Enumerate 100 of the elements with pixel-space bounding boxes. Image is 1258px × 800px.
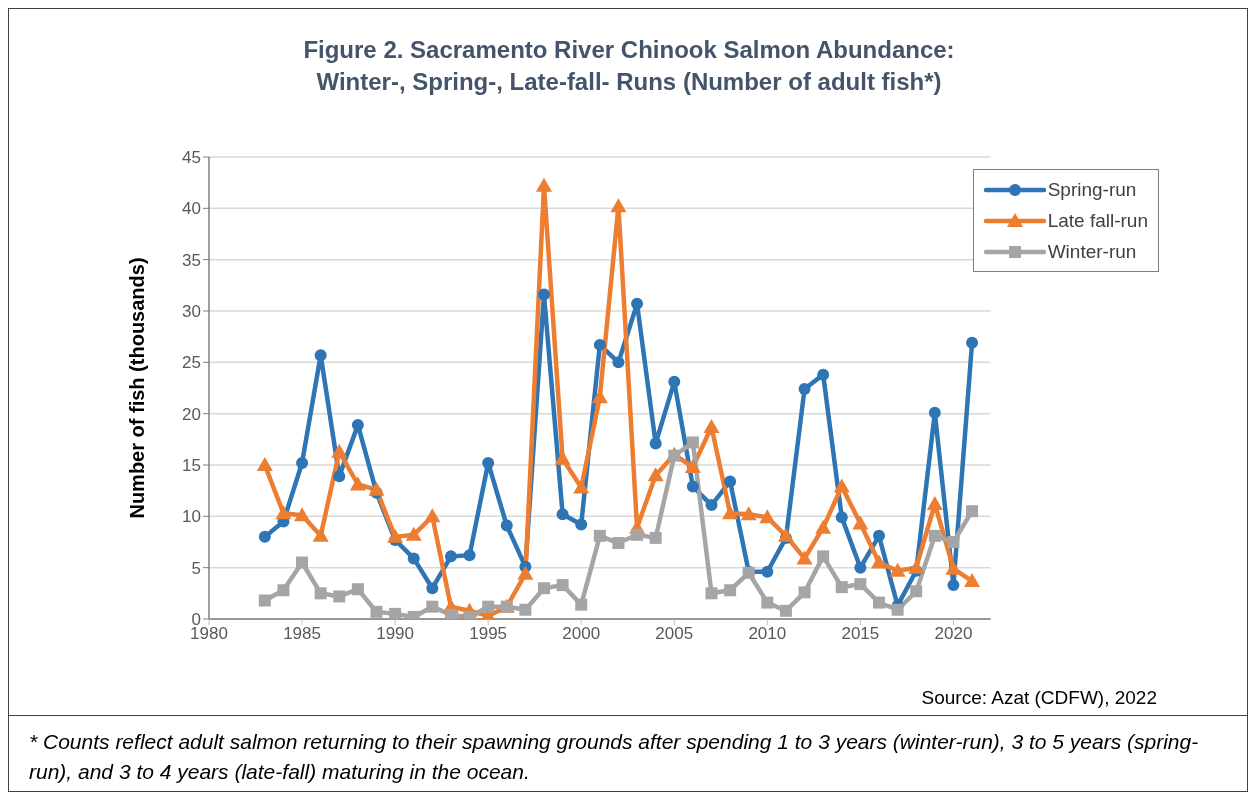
point: [370, 605, 383, 618]
point: [387, 528, 404, 543]
x-tick-label: 1990: [376, 624, 415, 644]
point: [482, 600, 495, 613]
text: * Counts reflect adult salmon returning to their spawning grounds after spending 1 to 3 years (winter-run), 3 to 5 years (spring-run), and 3 to 4 years (late-fall) maturing in the ocean.: [29, 729, 1200, 785]
point: [964, 573, 981, 588]
point: [405, 526, 422, 541]
point: [610, 198, 627, 213]
point: [889, 562, 906, 577]
point: [817, 368, 830, 381]
point: [500, 519, 513, 532]
point: [722, 505, 739, 520]
point: [573, 479, 590, 494]
point: [649, 437, 662, 450]
point: [759, 509, 776, 524]
point: [333, 590, 346, 603]
point: [777, 527, 794, 542]
point: [314, 349, 327, 362]
x-tick-label: 1995: [469, 624, 508, 644]
point: [575, 598, 588, 611]
y-tick-label: 25: [182, 353, 201, 373]
y-tick-label: 40: [182, 199, 201, 219]
point: [926, 496, 943, 511]
point: [312, 527, 329, 542]
point: [705, 499, 718, 512]
y-tick-label: 45: [182, 148, 201, 168]
y-tick-label: 10: [182, 507, 201, 527]
point: [835, 511, 848, 524]
point: [703, 419, 720, 434]
point: [444, 608, 457, 619]
point: [591, 389, 608, 404]
point: [593, 529, 606, 542]
legend-label: Late fall-run: [1047, 209, 1148, 232]
point: [612, 356, 625, 369]
point: [351, 418, 364, 431]
point: [426, 600, 439, 613]
point: [686, 436, 699, 449]
point: [668, 375, 681, 388]
point: [796, 550, 813, 565]
point: [947, 536, 960, 548]
point: [798, 383, 811, 396]
point: [294, 507, 311, 522]
point: [368, 481, 385, 496]
y-tick-label: 5: [191, 558, 201, 578]
point: [351, 583, 364, 596]
point: [536, 177, 552, 192]
x-tick-label: 2010: [748, 624, 787, 644]
point: [275, 505, 292, 520]
point: [612, 537, 625, 550]
point: [833, 478, 850, 493]
point: [258, 594, 271, 607]
point: [928, 406, 941, 419]
x-tick-label: 2020: [934, 624, 973, 644]
point: [815, 519, 832, 534]
point: [517, 565, 534, 580]
point: [296, 556, 309, 569]
point: [891, 603, 904, 616]
point: [556, 579, 569, 592]
point: [258, 530, 271, 543]
point: [724, 475, 737, 488]
point: [556, 508, 569, 521]
point: [463, 549, 476, 562]
point: [684, 459, 701, 474]
point: [349, 476, 366, 491]
point: [910, 585, 923, 598]
point: [482, 456, 495, 469]
x-tick-label: 1985: [283, 624, 321, 644]
point: [631, 297, 644, 310]
point: [389, 607, 402, 619]
source-note: Source: Azat (CDFW), 2022: [921, 687, 1157, 709]
point: [705, 587, 718, 600]
point: [314, 587, 327, 600]
point: [575, 518, 588, 531]
point: [761, 596, 774, 609]
y-tick-label: 35: [182, 250, 201, 270]
point: [872, 529, 885, 542]
point: [424, 508, 441, 523]
point: [649, 531, 662, 544]
point: [426, 582, 439, 595]
y-tick-label: 30: [182, 302, 201, 322]
y-tick-label: 15: [182, 456, 201, 476]
point: [407, 552, 420, 565]
point: [872, 596, 885, 609]
point: [631, 528, 644, 541]
point: [538, 288, 550, 301]
x-tick-label: 2005: [655, 624, 694, 644]
point: [686, 480, 699, 493]
chart-title: Figure 2. Sacramento River Chinook Salmon Abundance: Winter-, Spring-, Late-fall- Runs (Number of adult fish*): [302, 35, 956, 97]
y-tick-label: 20: [182, 404, 201, 424]
point: [647, 467, 664, 482]
point: [519, 603, 532, 616]
point: [331, 443, 348, 458]
point: [296, 456, 309, 469]
point: [779, 604, 792, 617]
point: [761, 565, 774, 578]
point: [333, 470, 346, 483]
point: [798, 586, 811, 599]
point: [947, 579, 960, 592]
point: [908, 559, 925, 574]
legend-label: Spring-run: [1047, 178, 1137, 201]
